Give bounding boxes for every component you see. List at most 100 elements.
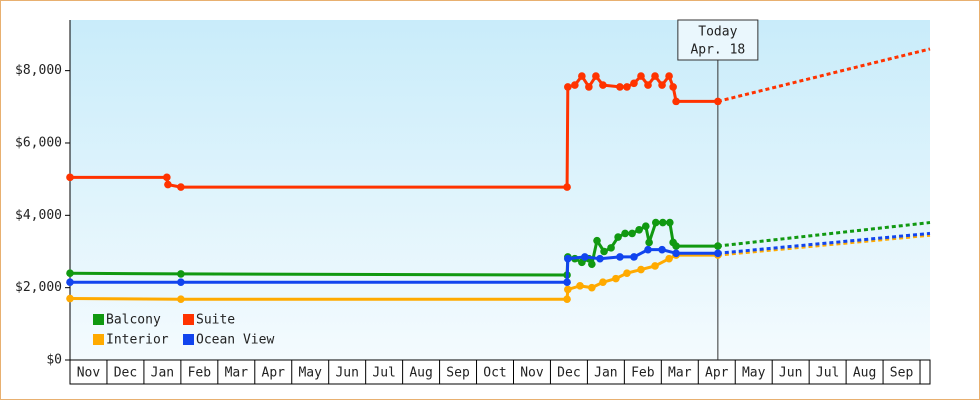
point [644,245,652,254]
point [630,253,638,261]
y-tick-label: $0 [46,353,62,368]
point [672,242,680,250]
x-tick-label: Nov [77,366,101,381]
x-tick-label: Jul [816,366,839,381]
point [621,229,629,238]
point [607,244,615,252]
point [666,218,674,227]
point [637,72,645,80]
point [66,269,74,277]
x-tick-label: Oct [483,366,506,381]
x-tick-label: Jul [372,366,395,381]
forecast-line [717,231,931,255]
point [651,262,659,270]
point [599,278,607,287]
x-tick-label: Aug [409,366,432,381]
point [635,225,643,234]
x-tick-label: May [298,366,322,381]
point [623,269,631,277]
point [665,254,673,263]
point [651,72,659,80]
y-tick-label: $2,000 [15,280,62,295]
point [714,249,722,258]
point [177,270,185,278]
today-title: Today [698,25,737,40]
forecast-line [717,233,931,257]
point [600,247,608,256]
point [592,72,600,80]
x-tick-label: Mar [668,366,692,381]
point [564,254,572,263]
point [585,83,593,91]
x-tick-label: Nov [520,366,544,381]
x-tick-label: Jan [594,366,617,381]
point [581,253,589,261]
forecast-line [717,221,931,248]
point [645,238,653,247]
point [571,81,579,89]
x-tick-label: Jun [779,366,802,381]
today-box [677,19,759,61]
x-tick-label: Aug [853,366,876,381]
today-date: Apr. 18 [690,43,745,58]
point [658,81,666,89]
legend-swatch [183,334,194,345]
x-tick-label: Mar [225,366,249,381]
legend-label: Balcony [106,313,161,328]
point [669,83,677,91]
point [614,233,622,241]
x-tick-label: Feb [631,366,655,381]
y-tick-label: $6,000 [15,135,62,150]
legend-swatch [93,314,104,325]
point [588,260,596,268]
x-tick-label: Apr [262,366,286,381]
point [576,282,584,290]
plot-area [70,20,930,360]
point [665,72,673,80]
point [66,278,74,287]
y-tick-label: $8,000 [15,63,62,78]
forecast-line [717,47,931,103]
legend-swatch [183,314,194,325]
point [563,295,571,304]
legend-swatch [93,334,104,345]
point [628,229,636,238]
point [658,245,666,254]
point [177,278,185,287]
point [672,249,680,258]
legend-label: Interior [106,333,169,348]
point [563,278,571,287]
point [641,222,650,230]
point [66,294,74,303]
point [714,97,722,106]
point [163,173,171,182]
x-tick-label: Dec [114,366,137,381]
x-tick-label: May [742,366,766,381]
point [612,274,620,283]
x-tick-label: Feb [188,366,212,381]
point [623,83,631,91]
point [164,180,172,189]
x-tick-label: Jan [151,366,174,381]
point [177,295,185,304]
point [564,285,572,294]
point [616,83,624,91]
point [599,81,607,89]
point [651,218,660,227]
point [658,218,667,227]
point [596,254,604,263]
legend-label: Ocean View [196,333,274,348]
point [177,183,185,191]
y-tick-label: $4,000 [15,208,62,223]
point [593,236,601,245]
x-tick-label: Sep [446,366,470,381]
point [578,72,586,80]
point [616,253,624,261]
point [637,265,645,274]
x-tick-label: Dec [557,366,580,381]
point [66,173,74,182]
point [564,83,572,91]
point [714,242,722,250]
